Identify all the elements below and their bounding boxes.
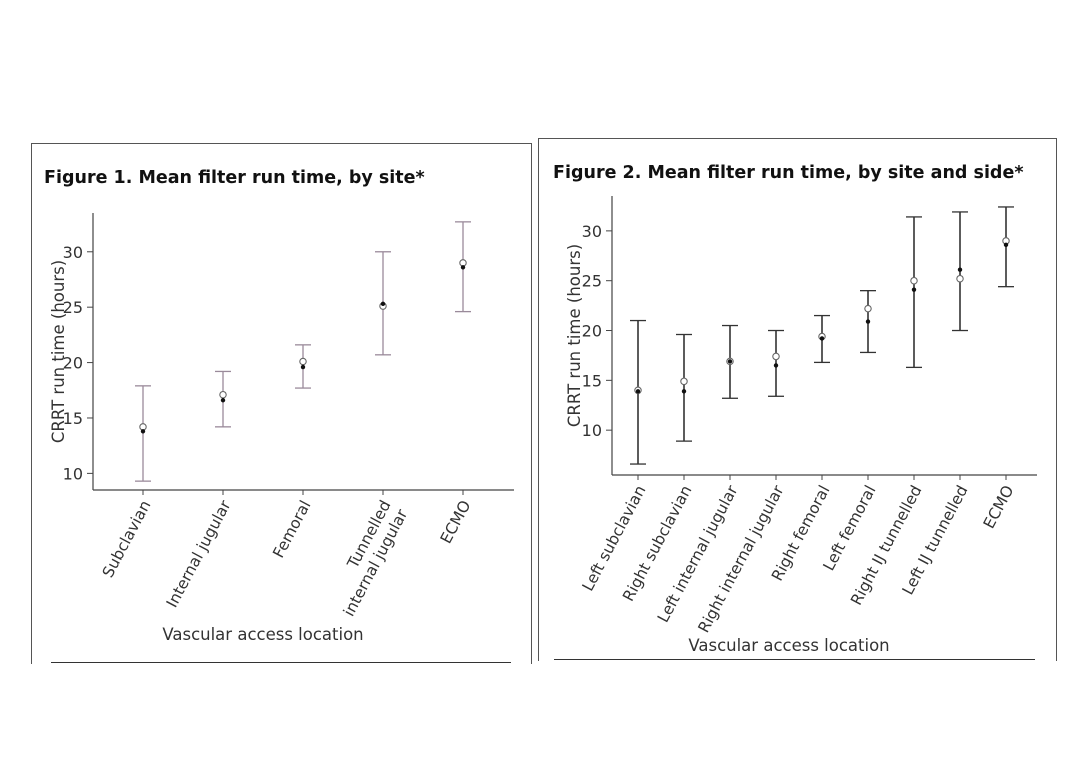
y-tick-label: 30 (582, 222, 602, 241)
mean-point (957, 267, 963, 272)
mean-point (819, 336, 825, 341)
x-axis-title: Vascular access location (688, 636, 889, 655)
y-tick-label: 15 (63, 409, 83, 428)
y-tick-label: 10 (63, 464, 83, 483)
open-point (956, 274, 964, 283)
y-tick-label: 10 (582, 421, 602, 440)
y-axis-title: CRRT run time (hours) (565, 244, 584, 427)
figure1-panel: Figure 1. Mean filter run time, by site* (31, 143, 532, 664)
x-category-label: Right internal jugular (695, 482, 788, 636)
mean-point (911, 287, 917, 292)
mean-point (773, 363, 779, 368)
open-point (680, 377, 688, 386)
x-category-label-line: Right internal jugular (695, 482, 788, 636)
y-axis-title: CRRT run time (hours) (49, 260, 68, 443)
mean-point (727, 359, 733, 364)
mean-point (1003, 242, 1009, 248)
x-axis-title: Vascular access location (162, 625, 363, 644)
open-point (910, 276, 918, 285)
figure2-bottom-rule (554, 659, 1035, 660)
mean-point (635, 389, 641, 394)
mean-point (865, 319, 871, 324)
mean-point (220, 398, 226, 403)
y-tick-label: 30 (63, 243, 83, 262)
figure2-panel: Figure 2. Mean filter run time, by site … (538, 138, 1057, 661)
y-tick-label: 20 (582, 322, 602, 341)
mean-point (460, 265, 466, 270)
x-category-label: ECMO (980, 482, 1018, 531)
open-point (864, 304, 872, 313)
figure1-bottom-rule (51, 662, 511, 663)
open-point (299, 357, 307, 366)
mean-point (380, 301, 386, 307)
figure2-title: Figure 2. Mean filter run time, by site … (553, 163, 1024, 183)
x-category-label-line: Left internal jugular (654, 482, 742, 626)
figure1-title: Figure 1. Mean filter run time, by site* (44, 168, 425, 188)
open-point (219, 390, 227, 399)
y-tick-label: 25 (63, 298, 83, 317)
x-category-label-line: ECMO (980, 482, 1018, 531)
mean-point (300, 364, 306, 370)
open-point (772, 352, 780, 361)
mean-point (140, 429, 146, 434)
mean-point (681, 389, 687, 394)
y-tick-label: 15 (582, 371, 602, 390)
y-tick-label: 20 (63, 354, 83, 373)
y-tick-label: 25 (582, 272, 602, 291)
x-category-label: Left internal jugular (654, 482, 742, 626)
